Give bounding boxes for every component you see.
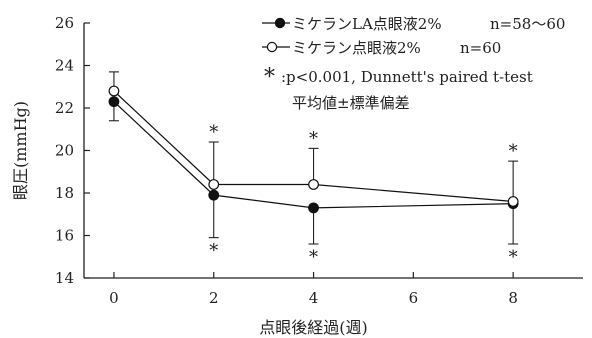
data-point-open-circle xyxy=(507,196,519,207)
error-bars xyxy=(108,71,519,245)
significance-asterisk: * xyxy=(309,247,318,268)
significance-asterisk: * xyxy=(309,128,318,149)
series-line-1 xyxy=(113,90,514,203)
y-tick-label: 20 xyxy=(55,142,74,160)
legend-item-mikelan-la: ミケランLA点眼液2% n=58〜60 xyxy=(262,15,565,33)
legend-open-circle-icon xyxy=(266,41,278,53)
significance-asterisk: * xyxy=(509,141,518,162)
significance-asterisk: * xyxy=(509,247,518,268)
y-tick-label: 18 xyxy=(55,184,74,202)
data-point-open-circle xyxy=(108,85,120,97)
x-tick-label: 0 xyxy=(109,289,119,307)
statistics-note: * :p<0.001, Dunnett's paired t-test 平均値±… xyxy=(264,65,533,112)
y-axis-title: 眼圧(mmHg) xyxy=(11,101,30,200)
note-pvalue-text: :p<0.001, Dunnett's paired t-test xyxy=(281,68,533,86)
y-tick-label: 22 xyxy=(55,99,74,117)
y-axis-ticks: 14 16 18 20 22 24 26 xyxy=(55,14,90,287)
legend-n-mikelan: n=60 xyxy=(460,39,501,57)
x-tick-label: 4 xyxy=(309,289,319,307)
significance-marks: * * * * * * xyxy=(209,122,517,268)
data-point-open-circle xyxy=(208,179,220,190)
x-tick-label: 6 xyxy=(409,289,419,307)
legend-item-mikelan: ミケラン点眼液2% n=60 xyxy=(262,39,501,57)
data-point-filled-circle xyxy=(108,96,120,108)
data-point-filled-circle xyxy=(208,189,220,201)
note-asterisk: * xyxy=(264,65,275,90)
data-point-filled-circle xyxy=(308,202,319,214)
y-tick-label: 16 xyxy=(55,227,74,245)
y-tick-label: 24 xyxy=(55,57,74,75)
legend-label-mikelan-la: ミケランLA点眼液2% xyxy=(292,15,442,33)
legend-filled-circle-icon xyxy=(274,17,286,29)
series-markers xyxy=(108,85,519,214)
x-tick-label: 2 xyxy=(209,289,219,307)
x-tick-label: 8 xyxy=(508,289,518,307)
note-mean-sd-text: 平均値±標準偏差 xyxy=(292,94,410,112)
series-lines xyxy=(113,90,514,209)
x-axis-ticks: 0 2 4 6 8 xyxy=(109,272,518,307)
x-axis-title: 点眼後経過(週) xyxy=(259,318,368,337)
significance-asterisk: * xyxy=(209,241,218,262)
series-line-0 xyxy=(113,101,514,209)
data-point-open-circle xyxy=(308,179,319,190)
legend-label-mikelan: ミケラン点眼液2% xyxy=(292,39,421,57)
y-tick-label: 26 xyxy=(55,14,74,32)
y-tick-label: 14 xyxy=(55,269,74,287)
legend-n-mikelan-la: n=58〜60 xyxy=(490,15,565,33)
significance-asterisk: * xyxy=(209,122,218,143)
chart-legend: ミケランLA点眼液2% n=58〜60 ミケラン点眼液2% n=60 xyxy=(262,15,565,57)
